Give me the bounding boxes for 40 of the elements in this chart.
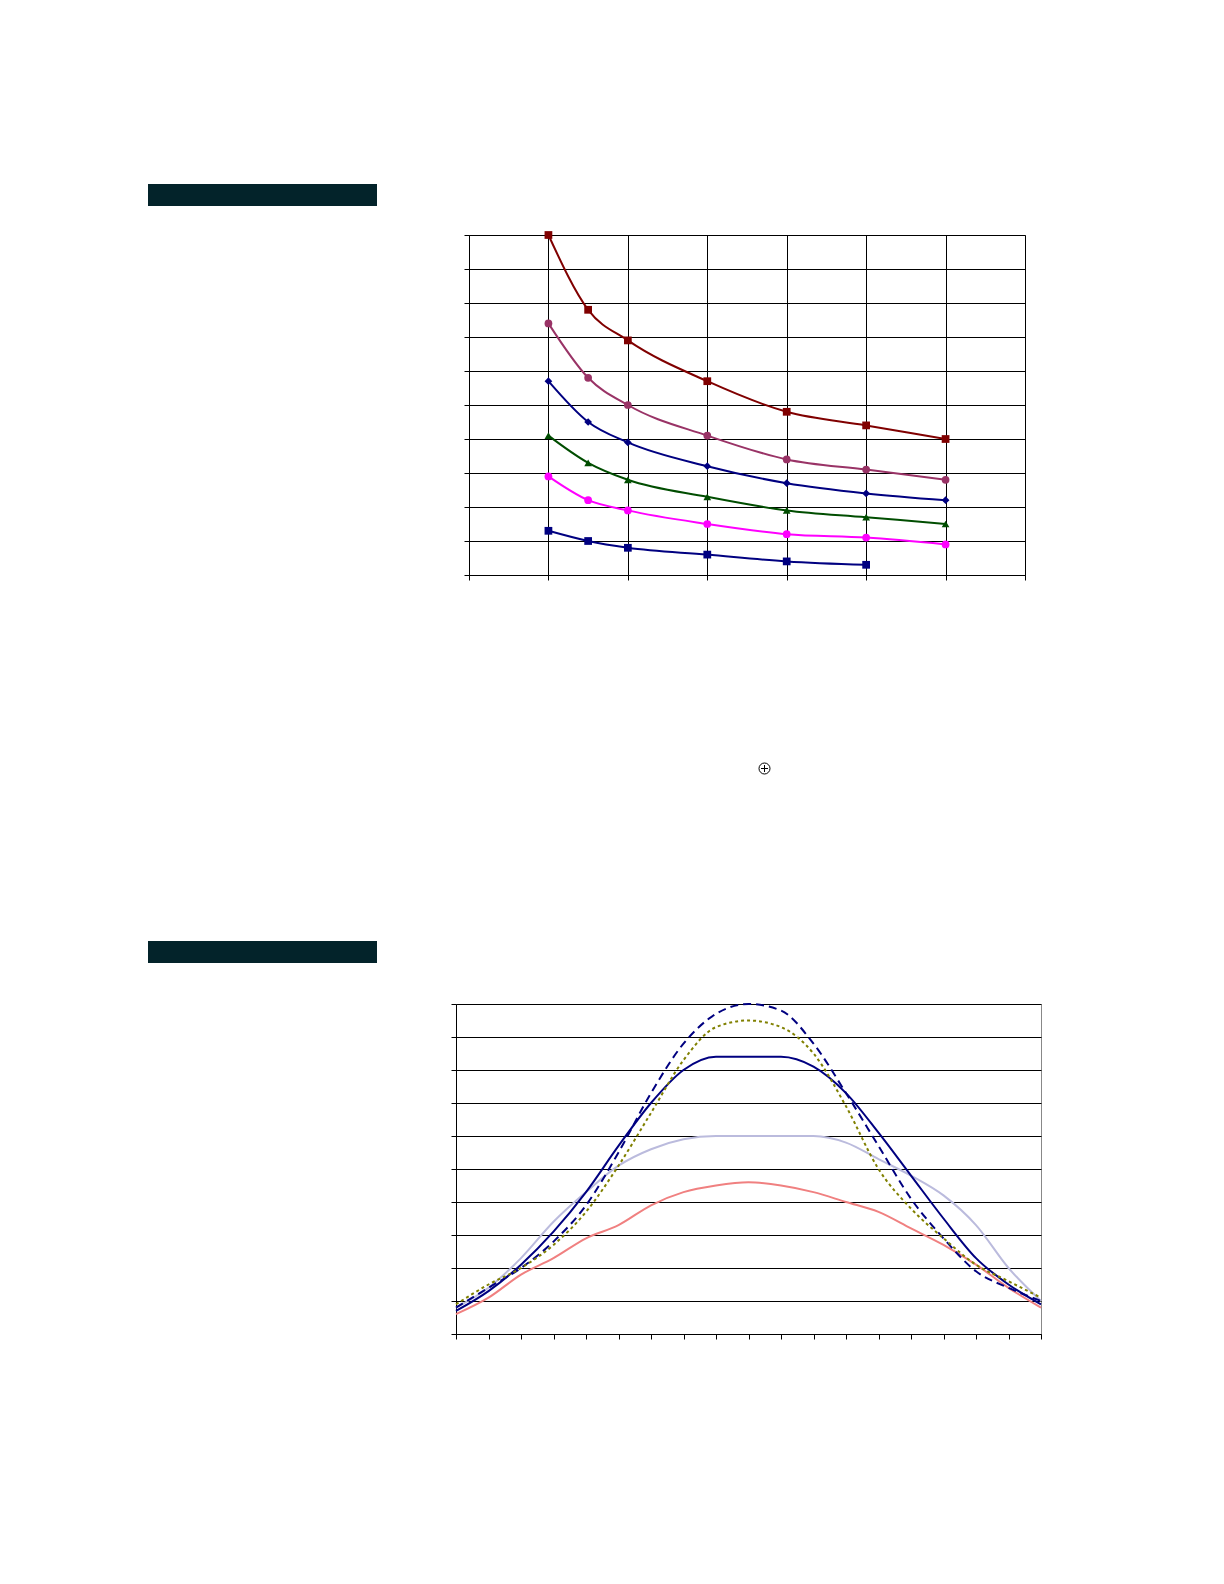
point (623, 401, 632, 409)
point (782, 479, 791, 488)
point (623, 336, 632, 345)
point (862, 421, 871, 430)
point (584, 496, 593, 505)
point (782, 557, 791, 566)
point (584, 373, 593, 382)
point (544, 472, 553, 481)
point (584, 537, 593, 545)
point (941, 520, 950, 528)
point (544, 526, 553, 535)
point (782, 455, 791, 464)
point (782, 507, 791, 514)
point (584, 305, 593, 314)
point (862, 533, 871, 542)
point (623, 476, 632, 484)
point (544, 231, 553, 239)
point (703, 377, 712, 386)
point (703, 431, 712, 440)
point (623, 438, 632, 447)
point (703, 493, 712, 501)
point (941, 475, 950, 484)
point (862, 489, 871, 498)
point (703, 462, 712, 471)
point (703, 520, 712, 528)
point (623, 543, 632, 552)
point (941, 496, 950, 505)
point (941, 435, 950, 443)
point (584, 418, 593, 426)
point (703, 550, 712, 559)
point (782, 407, 791, 416)
point (544, 377, 553, 386)
point (862, 465, 871, 474)
point (584, 459, 593, 467)
point (623, 506, 632, 515)
point (782, 530, 791, 539)
point (862, 513, 871, 521)
point (941, 540, 950, 549)
point (862, 560, 871, 569)
point (544, 319, 553, 328)
